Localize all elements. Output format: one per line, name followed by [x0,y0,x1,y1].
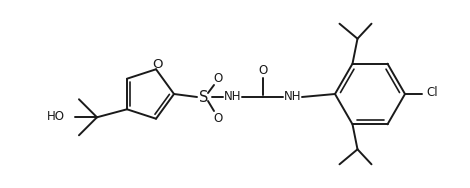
Text: HO: HO [47,110,65,123]
Text: Cl: Cl [426,86,438,99]
Text: O: O [213,71,223,84]
Text: NH: NH [284,89,302,102]
Text: O: O [258,64,267,77]
Text: NH: NH [224,89,242,102]
Text: O: O [152,58,162,71]
Text: S: S [199,89,209,105]
Text: O: O [213,111,223,124]
